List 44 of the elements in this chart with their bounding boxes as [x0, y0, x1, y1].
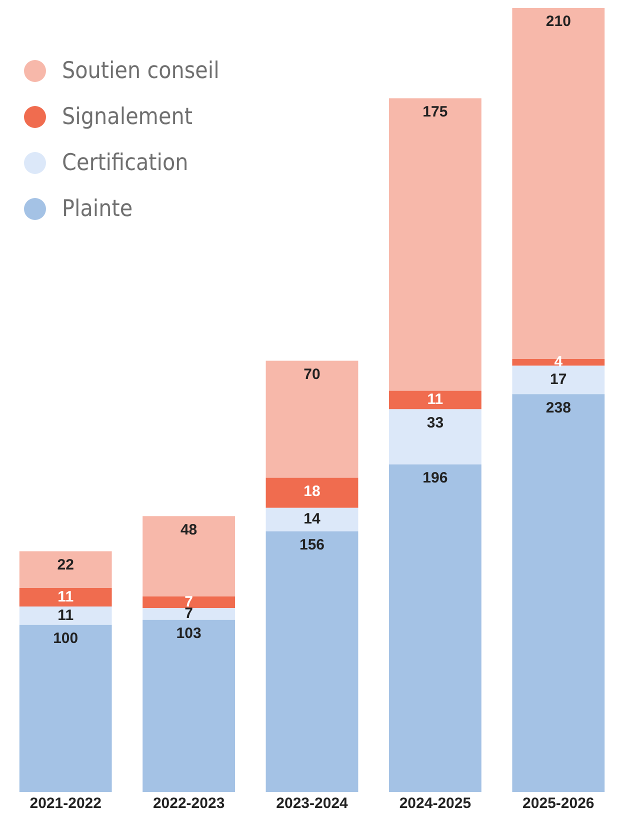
x-tick-label: 2024-2025: [399, 795, 472, 812]
legend-label: Plainte: [62, 196, 133, 222]
data-label: 100: [53, 630, 78, 647]
data-label: 11: [58, 606, 74, 624]
bar: [512, 366, 605, 394]
bar: [389, 98, 482, 391]
data-label: 11: [427, 391, 444, 408]
bar: [19, 588, 112, 606]
x-tick-label: 2025-2026: [522, 795, 594, 812]
legend-label: Certification: [62, 150, 188, 176]
bar: [142, 620, 235, 792]
data-label: 196: [422, 470, 448, 486]
data-label: 48: [180, 521, 198, 538]
bar: [266, 531, 358, 792]
bar: [19, 606, 112, 625]
data-label: 175: [422, 103, 448, 120]
bar: [266, 508, 358, 532]
legend-label: Signalement: [62, 104, 192, 130]
bar: [142, 596, 235, 608]
data-label: 156: [299, 536, 325, 554]
bar: [266, 360, 358, 478]
bar: [266, 478, 358, 508]
bar: [19, 551, 112, 588]
data-label: 210: [546, 13, 571, 30]
data-label: 17: [550, 370, 567, 388]
x-tick-label: 2022-2023: [152, 795, 225, 812]
data-label: 11: [58, 588, 74, 606]
bar: [389, 464, 482, 792]
data-label: 14: [304, 510, 321, 528]
data-label: 18: [304, 482, 320, 500]
bar: [142, 608, 235, 620]
data-label: 238: [546, 399, 571, 416]
data-label: 33: [426, 414, 444, 432]
bar: [512, 394, 605, 792]
data-label: 103: [176, 624, 202, 642]
bar: [19, 624, 112, 792]
data-label: 22: [57, 556, 74, 574]
bar: [142, 516, 235, 596]
x-tick-label: 2021-2022: [30, 795, 102, 812]
bar: [389, 390, 482, 410]
legend-label: Soutien conseil: [62, 58, 220, 84]
data-label: 70: [304, 366, 320, 383]
x-tick-label: 2023-2024: [276, 795, 349, 812]
bar: [389, 409, 482, 464]
